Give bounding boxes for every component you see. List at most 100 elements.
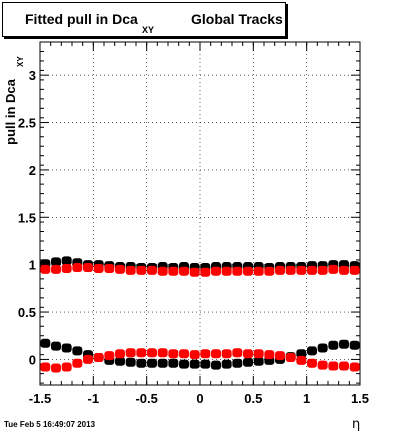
data-point: [296, 355, 307, 365]
data-point: [51, 264, 61, 274]
data-point: [307, 265, 317, 275]
data-point: [328, 340, 339, 350]
data-point: [147, 348, 157, 358]
data-point: [168, 358, 179, 368]
data-point: [307, 346, 317, 356]
data-point: [200, 349, 211, 359]
data-point: [40, 264, 51, 274]
data-point: [83, 263, 93, 273]
y-axis-label: pull in Dca: [3, 78, 18, 145]
tick-labels: -1.5 -1 -0.5 0 0.5 1 1.5 0 0.5 1 1.5 2 2.5 3: [18, 68, 369, 406]
data-point: [61, 362, 72, 372]
data-point: [72, 358, 83, 368]
grid-lines: [39, 42, 361, 385]
data-point: [243, 266, 253, 276]
data-point: [125, 265, 136, 275]
y-tick-label: 1.5: [18, 210, 36, 225]
data-point: [179, 359, 189, 369]
data-point: [307, 358, 317, 368]
x-tick-label: -1.5: [29, 391, 51, 406]
title-main: Fitted pull in Dca: [25, 11, 138, 27]
data-point: [83, 354, 93, 364]
data-point: [168, 266, 179, 276]
data-point: [296, 265, 307, 275]
data-point: [253, 266, 264, 276]
x-tick-label: -1: [88, 391, 100, 406]
data-point: [328, 264, 339, 274]
data-point: [104, 263, 115, 273]
data-point: [40, 338, 51, 348]
x-tick-label: 1.5: [351, 391, 369, 406]
y-tick-label: 0.5: [18, 305, 36, 320]
data-point: [147, 265, 157, 275]
data-point: [317, 360, 328, 370]
y-tick-label: 2: [29, 163, 36, 178]
data-point: [264, 350, 275, 360]
data-point: [221, 359, 232, 369]
data-point: [189, 267, 200, 277]
data-point: [339, 361, 349, 371]
data-point: [339, 265, 349, 275]
y-tick-label: 1: [29, 258, 36, 273]
data-point: [61, 343, 72, 353]
y-axis-label-group: pull in Dca XY: [3, 56, 25, 145]
data-point: [136, 348, 147, 358]
data-point: [125, 348, 136, 358]
data-point: [136, 358, 147, 368]
data-point: [253, 356, 264, 366]
data-point: [72, 346, 83, 356]
data-point: [136, 265, 147, 275]
timestamp-footer: Tue Feb 5 16:49:07 2013: [4, 420, 96, 429]
data-point: [168, 349, 179, 359]
x-tick-label: 0: [196, 391, 203, 406]
data-point: [40, 362, 51, 372]
data-point: [61, 256, 72, 266]
data-point: [51, 257, 61, 267]
x-axis-label: η: [352, 417, 360, 432]
data-points: [40, 256, 360, 373]
data-point: [157, 266, 168, 276]
title-rest: Global Tracks: [191, 11, 283, 27]
data-point: [125, 357, 136, 367]
data-point: [232, 358, 243, 368]
title-box: Fitted pull in Dca XY Global Tracks: [2, 2, 286, 37]
data-point: [211, 349, 221, 359]
data-point: [179, 266, 189, 276]
data-point: [349, 265, 360, 275]
data-point: [339, 339, 349, 349]
data-point: [189, 359, 200, 369]
y-tick-label: 3: [29, 68, 36, 83]
data-point: [200, 267, 211, 277]
data-point: [232, 266, 243, 276]
plot-frame: [39, 41, 361, 386]
data-point: [93, 263, 104, 273]
data-point: [221, 266, 232, 276]
data-point: [157, 348, 168, 358]
data-point: [328, 361, 339, 371]
data-point: [104, 351, 115, 361]
data-point: [147, 358, 157, 368]
x-tick-label: -0.5: [135, 391, 157, 406]
data-point: [349, 362, 360, 372]
data-point: [221, 349, 232, 359]
x-tick-label: 0.5: [244, 391, 262, 406]
data-point: [93, 353, 104, 363]
data-point: [189, 350, 200, 360]
data-point: [72, 263, 83, 273]
data-point: [115, 264, 125, 274]
data-point: [200, 359, 211, 369]
data-point: [51, 341, 61, 351]
data-point: [264, 266, 275, 276]
title-subscript: XY: [142, 25, 155, 35]
data-point: [115, 349, 125, 359]
data-point: [232, 348, 243, 358]
x-tick-label: 1: [303, 391, 310, 406]
data-point: [179, 349, 189, 359]
data-point: [349, 340, 360, 350]
data-point: [285, 265, 296, 275]
data-point: [275, 265, 285, 275]
data-point: [61, 263, 72, 273]
data-point: [243, 349, 253, 359]
y-tick-label: 2.5: [18, 116, 36, 131]
